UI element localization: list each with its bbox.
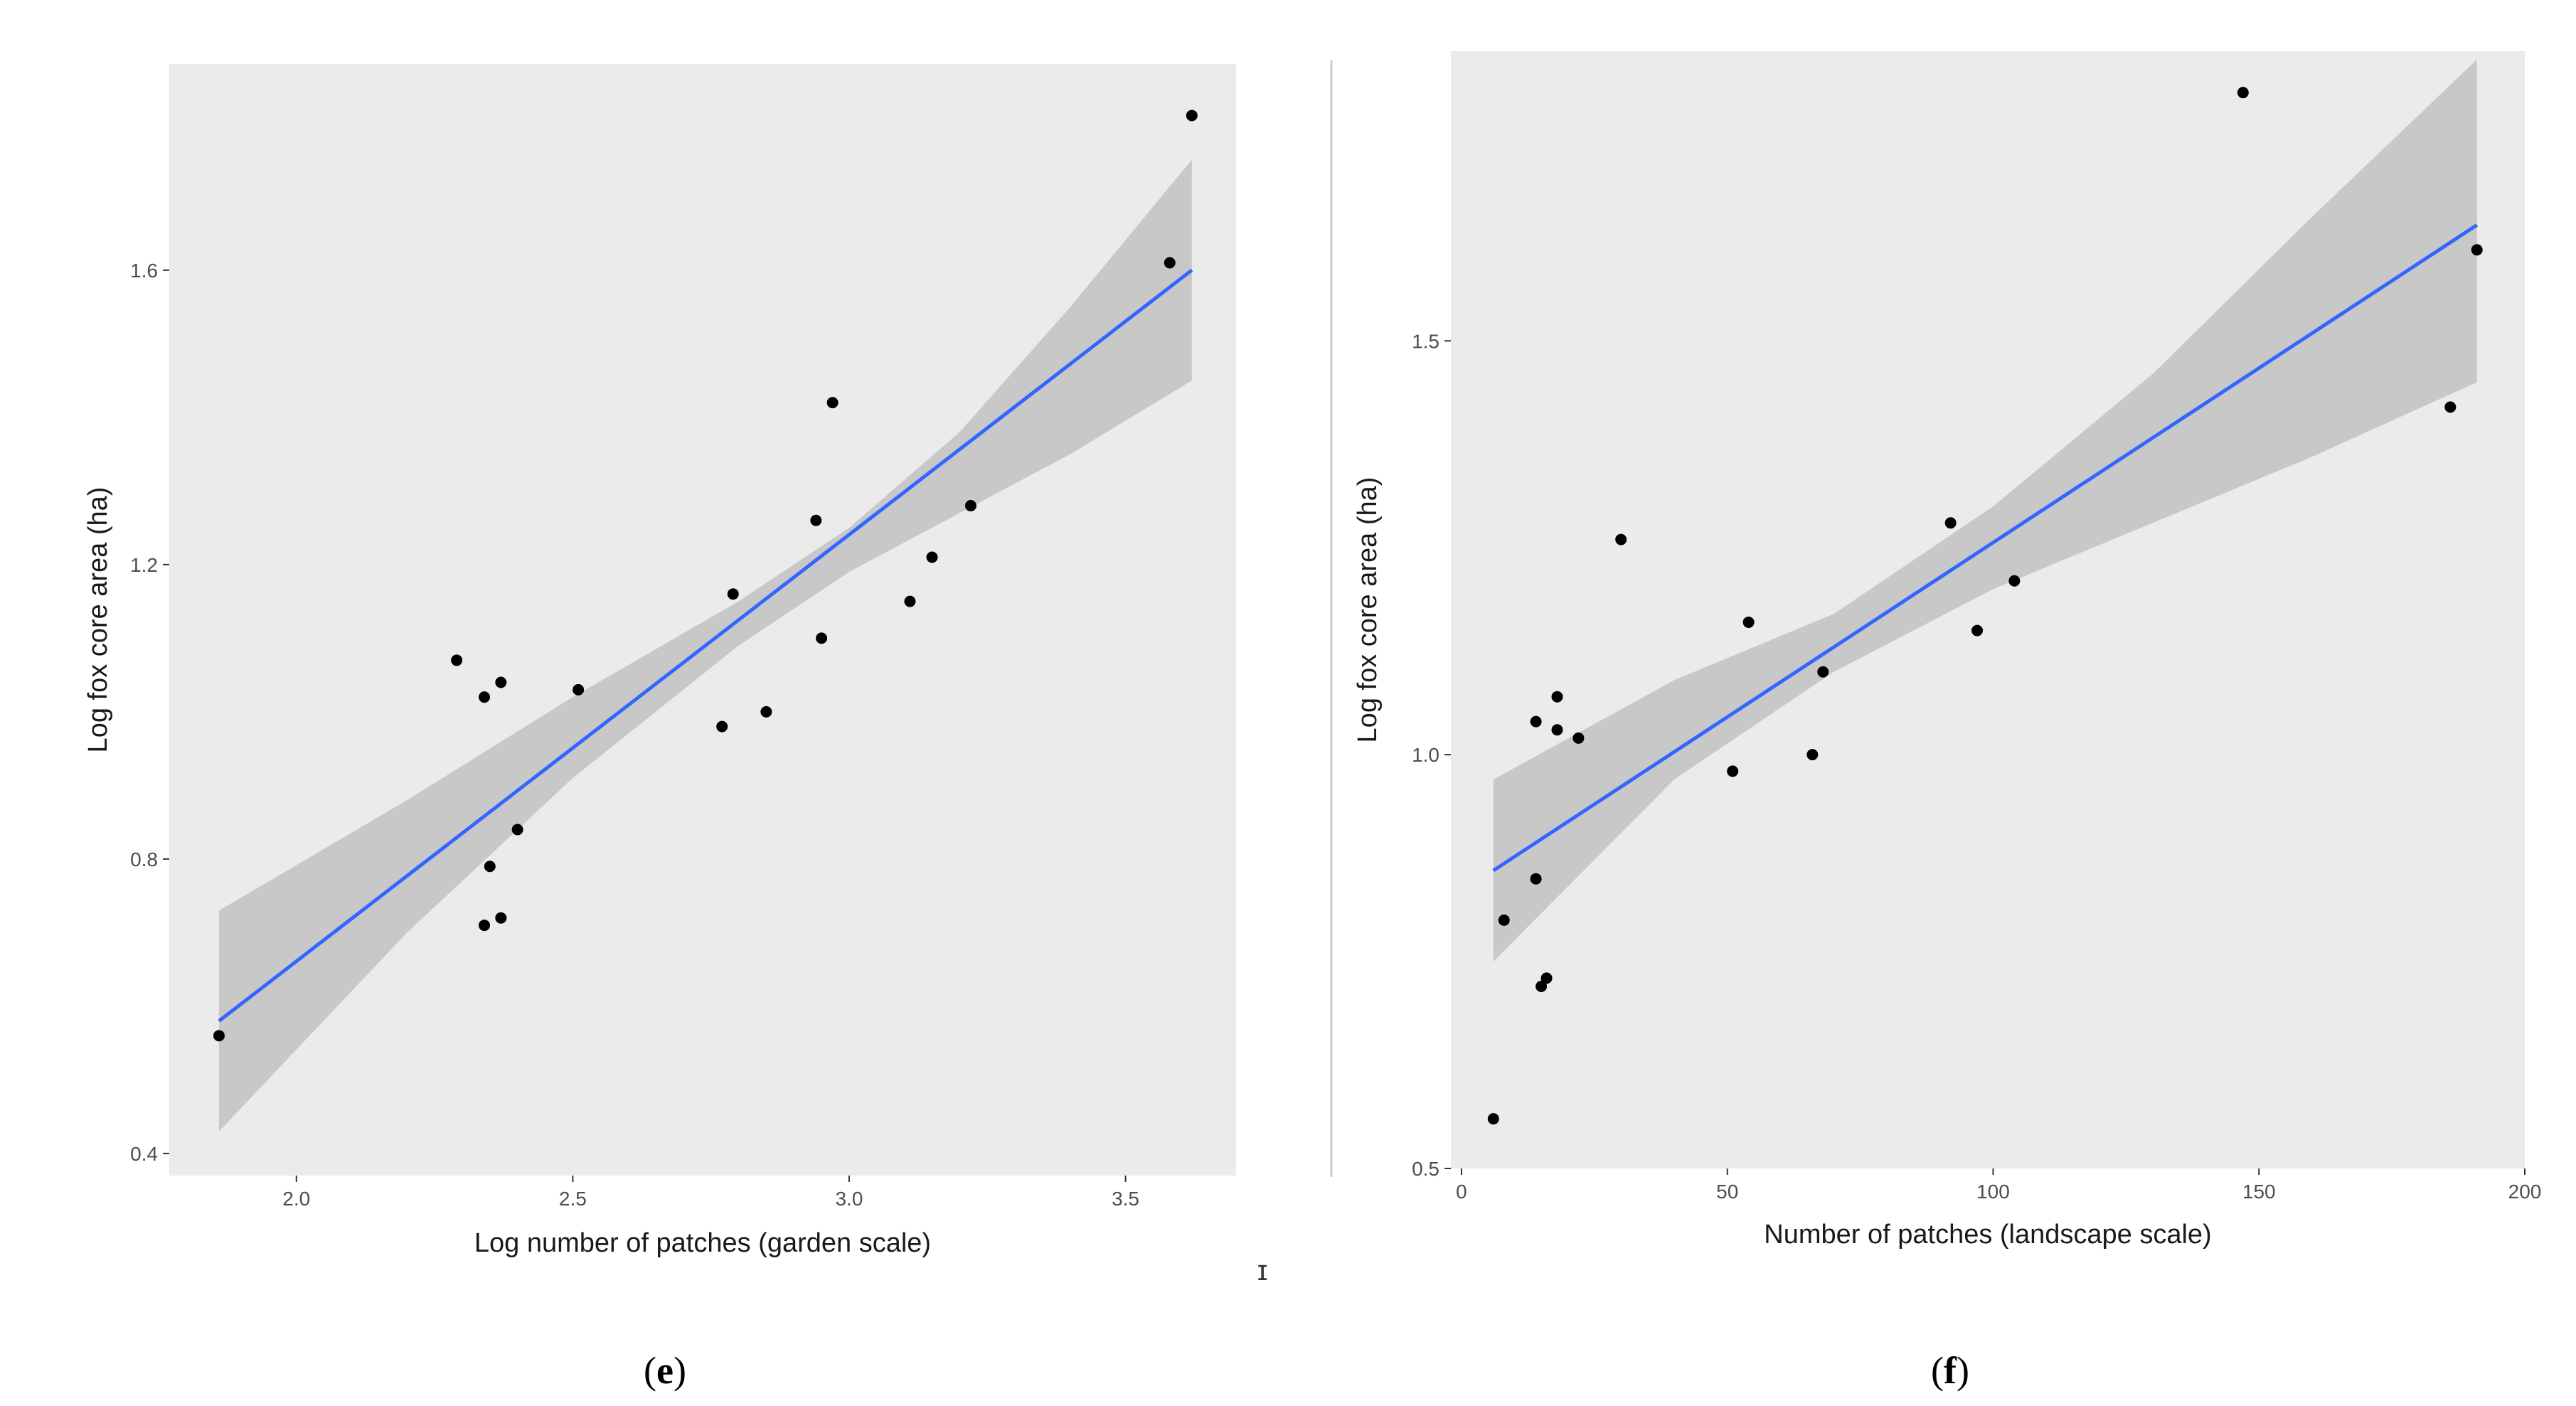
panel-f-data-point [2008,575,2021,587]
panel-f-x-tick-label: 150 [2242,1181,2276,1203]
panel-e-data-point [495,912,507,924]
panel-f-x-tick-label: 50 [1716,1181,1738,1203]
panel-f-data-point [1944,517,1957,529]
panel-e-y-tick-label: 1.2 [130,554,158,576]
panel-e-x-axis-title: Log number of patches (garden scale) [474,1228,931,1258]
panel-e-data-point [213,1030,225,1042]
panel-e-y-axis-title: Log fox core area (ha) [83,487,113,753]
panel-f-x-tick-label: 100 [1976,1181,2010,1203]
panel-f-data-point [1572,732,1585,744]
panel-f-data-point [1806,749,1819,761]
panel-f-y-tick-label: 0.5 [1412,1158,1439,1180]
panel-f-y-tick-label: 1.0 [1412,744,1439,766]
panel-f-data-point [2444,401,2457,413]
panel-f-x-tick-label: 200 [2508,1181,2542,1203]
panel-e: 2.0 2.5 3.0 3.5 0.4 0.8 1.2 1.6 Log number of p… [83,64,1236,1392]
panel-f-data-point [2237,87,2249,99]
panel-e-data-point [573,683,585,696]
panel-e-data-point [810,514,822,526]
panel-f-y-axis-title: Log fox core area (ha) [1353,477,1383,743]
panel-f-data-point [1615,533,1627,545]
panel-e-x-tick-label: 2.5 [559,1188,587,1210]
panel-e-x-tick-label: 2.0 [282,1188,310,1210]
panel-f-data-point [1540,972,1553,984]
panel-e-y-tick-label: 0.8 [130,848,158,870]
panel-f-data-point [1530,873,1542,885]
panel-f-data-point [1742,616,1755,628]
panel-e-data-point [760,705,772,718]
panel-e-data-point [451,654,463,666]
panel-e-data-point [484,861,496,873]
panel-f-data-point [1727,765,1739,777]
panel-e-data-point [904,595,916,607]
panel-f-data-point [2471,244,2483,256]
panel-e-y-tick-label: 0.4 [130,1143,158,1165]
panel-f: 0 50 100 150 200 0.5 1.0 1.5 Number of patches … [1353,51,2541,1392]
panel-f-caption: (f) [1931,1349,1969,1392]
panel-e-data-point [816,632,828,644]
panel-f-data-point [1551,724,1563,736]
stray-glyph: ɪ [1257,1255,1267,1287]
panel-e-caption: (e) [644,1349,686,1392]
panel-e-y-tick-label: 1.6 [130,260,158,282]
panel-f-data-point [1817,666,1829,678]
panel-f-data-point [1530,715,1542,728]
panel-e-data-point [926,551,938,563]
panel-e-x-tick-label: 3.0 [835,1188,863,1210]
panel-f-data-point [1498,914,1510,926]
panel-e-x-tick-label: 3.5 [1112,1188,1139,1210]
panel-e-data-point [716,720,728,733]
panel-e-regression-line [218,268,1193,1023]
panel-f-y-tick-label: 1.5 [1412,330,1439,352]
panel-e-data-point [1186,110,1198,122]
panel-f-x-tick-label: 0 [1456,1181,1467,1203]
panel-f-data-point [1551,691,1563,703]
panel-e-data-point [479,691,491,703]
panel-e-data-point [727,588,739,600]
panel-e-data-point [511,824,523,836]
panel-e-data-point [964,500,976,512]
panel-f-data-point [1487,1113,1499,1125]
panel-e-data-point [826,397,839,409]
panel-f-data-point [1971,624,1984,637]
panel-f-x-axis-title: Number of patches (landscape scale) [1764,1220,2211,1250]
panel-e-data-point [495,676,507,688]
panel-f-data-point [1536,980,1548,992]
panel-e-data-point [1164,257,1176,269]
panel-f-regression-line [1492,223,2479,873]
panel-e-data-point [479,920,491,932]
